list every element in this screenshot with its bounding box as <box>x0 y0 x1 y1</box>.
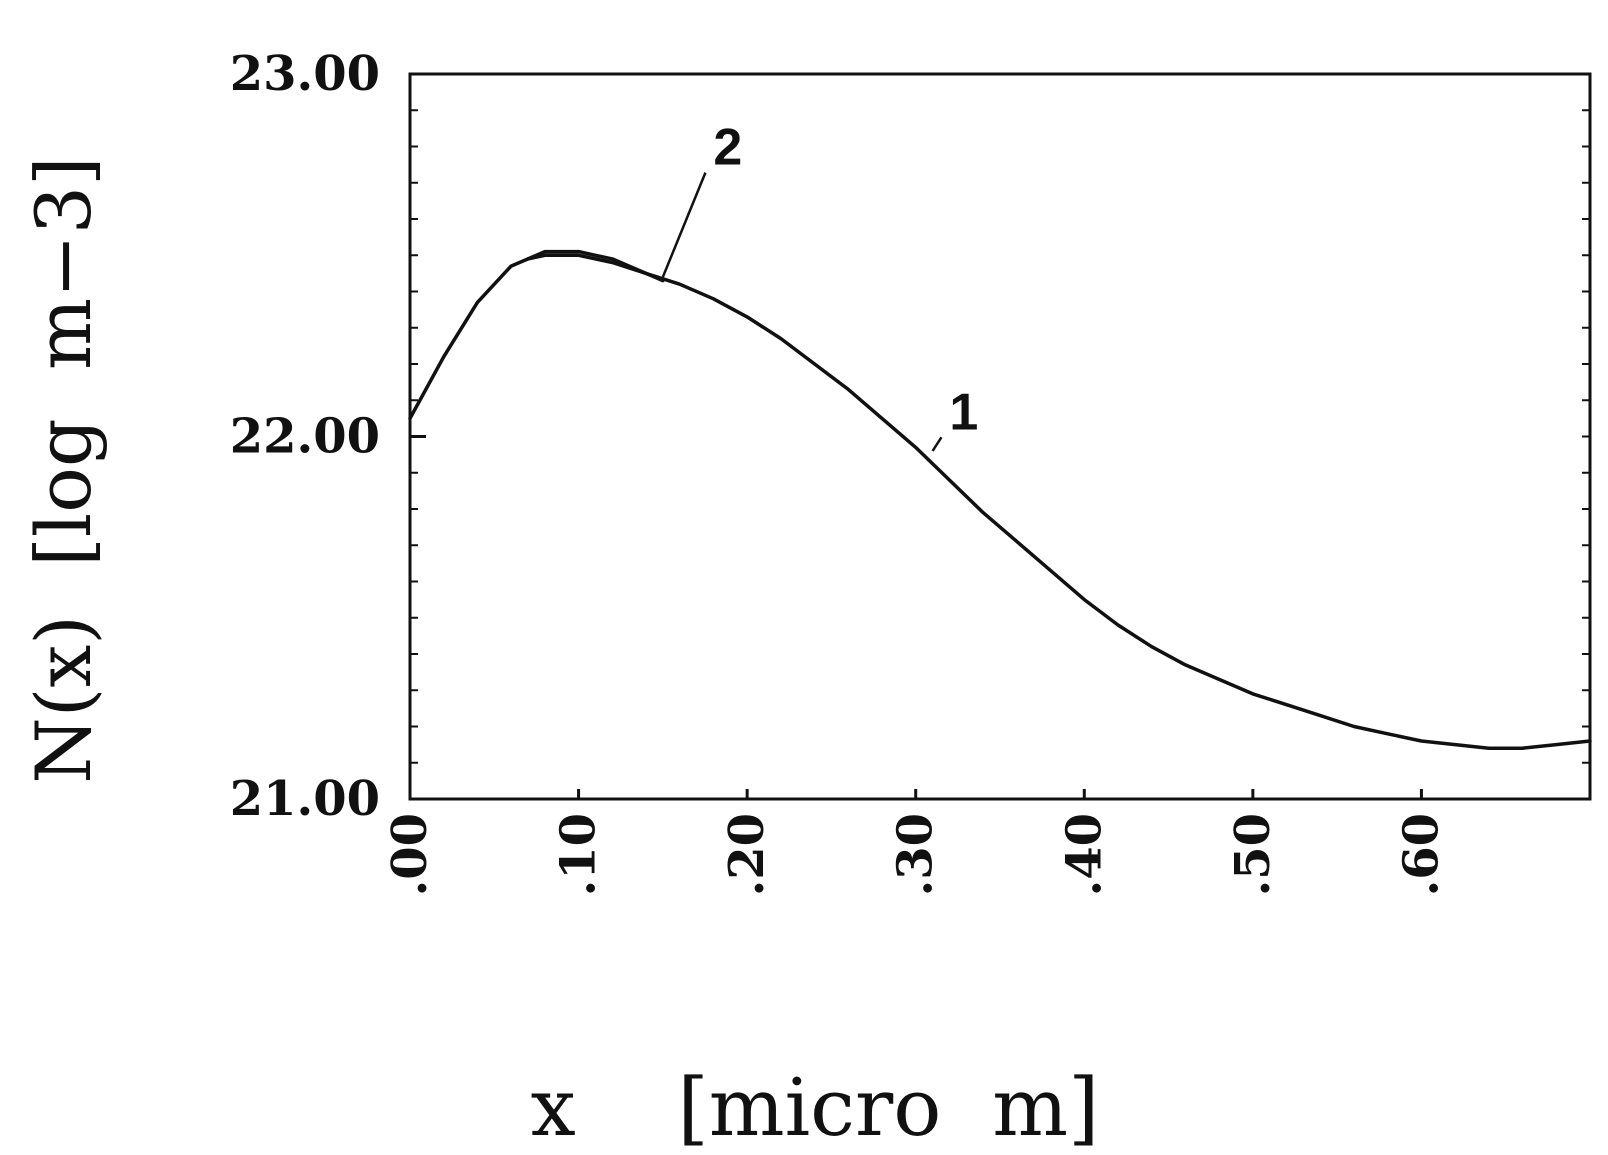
y-tick-label: 23.00 <box>230 46 380 102</box>
y-axis-ticks: 21.00 22.00 23.00 <box>230 46 426 827</box>
x-axis-ticks: .00 .10 .20 .30 .40 .50 .60 <box>382 789 1449 897</box>
x-tick-label: .20 <box>719 813 775 897</box>
series-line-2 <box>526 249 665 283</box>
x-tick-label: .40 <box>1056 813 1112 897</box>
y-tick-label: 22.00 <box>230 409 380 465</box>
x-tick-label: .00 <box>382 813 438 897</box>
y-tick-label: 21.00 <box>230 771 380 827</box>
annotation-leader-1 <box>931 436 943 452</box>
x-tick-label: .10 <box>551 813 607 897</box>
series-line-1 <box>408 253 1592 750</box>
x-tick-label: .60 <box>1393 813 1449 897</box>
annotation-label-2: 2 <box>713 119 742 177</box>
annotations: 12 <box>661 119 978 452</box>
annotation-label-1: 1 <box>949 383 978 441</box>
x-tick-label: .50 <box>1225 813 1281 897</box>
x-axis-title: x [micro m] <box>531 1061 1100 1154</box>
y-axis-title: N(x) [log m−3] <box>19 156 108 783</box>
x-tick-label: .30 <box>888 813 944 897</box>
annotation-leader-2 <box>661 172 707 278</box>
series-group <box>408 249 1592 750</box>
y-minor-ticks <box>410 109 1590 764</box>
plot-frame <box>408 72 1592 801</box>
